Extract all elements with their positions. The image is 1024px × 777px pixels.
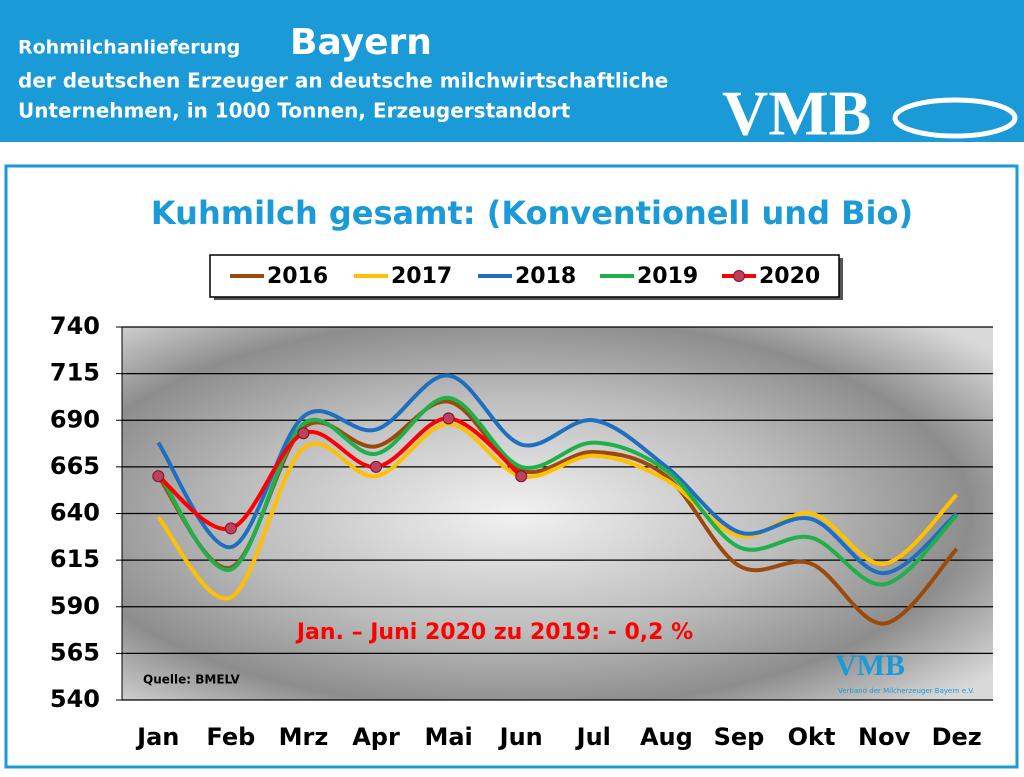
plot-logo-caption: Verband der Milcherzeuger Bayern e.V. (838, 687, 974, 695)
y-tick-label: 665 (50, 452, 100, 480)
x-tick-label: Mai (424, 723, 472, 751)
legend-label: 2017 (391, 264, 452, 289)
y-tick-label: 690 (50, 405, 100, 433)
x-tick-label: Jul (575, 723, 611, 751)
y-tick-label: 715 (50, 359, 100, 387)
point (515, 470, 528, 483)
y-tick-label: 590 (50, 592, 100, 620)
x-tick-label: Apr (352, 723, 400, 751)
header-band (0, 0, 1024, 142)
legend-label: 2016 (267, 264, 328, 289)
header-title-large: Bayern (290, 22, 432, 63)
annotation: Jan. – Juni 2020 zu 2019: - 0,2 % (295, 620, 693, 645)
source: Quelle: BMELV (143, 673, 241, 687)
legend-label: 2018 (515, 264, 576, 289)
x-tick-label: Feb (206, 723, 255, 751)
y-tick-label: 615 (50, 545, 100, 573)
x-tick-label: Jan (135, 723, 179, 751)
plot-logo: VMB (835, 649, 905, 682)
chart-title: Kuhmilch gesamt: (Konventionell und Bio) (151, 194, 913, 232)
point (224, 522, 237, 535)
point (152, 470, 165, 483)
point (297, 427, 310, 440)
header-line: Unternehmen, in 1000 Tonnen, Erzeugersta… (18, 99, 571, 123)
y-tick-label: 540 (50, 685, 100, 713)
legend-label: 2020 (759, 264, 820, 289)
x-tick-label: Okt (788, 723, 836, 751)
header-line: der deutschen Erzeuger an deutsche milch… (18, 69, 668, 93)
legend-marker (733, 270, 745, 282)
series-line (156, 421, 959, 601)
x-tick-label: Jun (498, 723, 543, 751)
x-tick-label: Nov (858, 723, 911, 751)
point (442, 412, 455, 425)
series-line (156, 395, 959, 587)
logo-swirl (892, 97, 1018, 139)
y-tick-label: 740 (50, 312, 100, 340)
logo: VMB (722, 78, 871, 149)
point (370, 460, 383, 473)
legend-label: 2019 (637, 264, 698, 289)
x-tick-label: Sep (714, 723, 765, 751)
x-tick-label: Dez (932, 723, 982, 751)
x-tick-label: Aug (640, 723, 693, 751)
y-tick-label: 565 (50, 638, 100, 666)
header-title-small: Rohmilchanlieferung (18, 37, 240, 59)
y-tick-label: 640 (50, 499, 100, 527)
x-tick-label: Mrz (279, 723, 329, 751)
